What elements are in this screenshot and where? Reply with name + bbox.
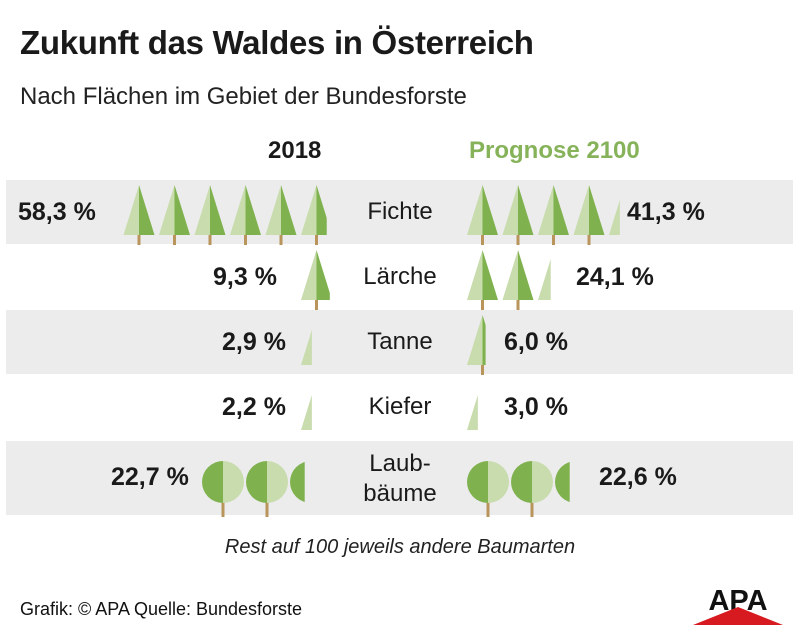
icon-2018-laubbäume-2 — [246, 461, 288, 517]
value-2018-laerche: 9,3 % — [213, 263, 277, 291]
page-subtitle: Nach Flächen im Gebiet der Bundesforste — [20, 83, 467, 110]
icon-2100-fichte-5 — [609, 199, 620, 235]
icon-2018-fichte-2 — [159, 185, 190, 245]
icon-2100-kiefer-1 — [467, 394, 478, 430]
icon-2100-fichte-1 — [467, 185, 498, 245]
row-background-laubbaeume — [6, 441, 793, 515]
icon-2100-laubbäume-2 — [511, 461, 553, 517]
icon-2018-fichte-4 — [230, 185, 261, 245]
value-2100-kiefer: 3,0 % — [504, 393, 568, 421]
page-title: Zukunft das Waldes in Österreich — [20, 24, 534, 61]
icon-2100-fichte-4 — [573, 185, 605, 245]
icon-2100-lärche-1 — [467, 250, 498, 310]
source-credit: Grafik: © APA Quelle: Bundesforste — [20, 599, 303, 619]
icon-2100-fichte-2 — [502, 185, 534, 245]
value-2018-fichte: 58,3 % — [18, 198, 96, 226]
icon-2018-kiefer-1 — [301, 394, 312, 430]
value-2100-tanne: 6,0 % — [504, 328, 568, 356]
species-label-fichte: Fichte — [367, 198, 433, 225]
row-background-tanne — [6, 310, 793, 374]
value-2018-tanne: 2,9 % — [222, 328, 286, 356]
icon-2100-fichte-3 — [538, 185, 569, 245]
icon-2100-lärche-2 — [502, 250, 534, 310]
column-header-2100: Prognose 2100 — [469, 137, 640, 164]
species-label-tanne: Tanne — [367, 328, 433, 355]
icon-2018-lärche-1 — [301, 250, 330, 310]
icon-2018-laubbäume-3 — [290, 462, 305, 502]
icon-2100-tanne-1 — [467, 315, 486, 375]
column-header-2018: 2018 — [268, 137, 322, 164]
value-2100-laubbaeume: 22,6 % — [599, 463, 677, 491]
icon-2018-tanne-1 — [301, 329, 312, 365]
value-2100-laerche: 24,1 % — [576, 263, 654, 291]
species-label-kiefer: Kiefer — [368, 393, 432, 420]
icon-2018-fichte-1 — [123, 185, 155, 245]
icon-2018-laubbäume-1 — [202, 461, 244, 517]
apa-logo-triangle — [693, 607, 783, 625]
icon-2100-lärche-3 — [538, 258, 551, 300]
value-2018-kiefer: 2,2 % — [222, 393, 286, 421]
icon-2100-laubbäume-3 — [555, 462, 570, 502]
icon-2018-fichte-6 — [301, 185, 327, 245]
icon-2018-fichte-5 — [265, 185, 297, 245]
apa-logo: APA — [693, 585, 783, 630]
icon-2100-laubbäume-1 — [467, 461, 509, 517]
icon-2018-fichte-3 — [194, 185, 226, 245]
value-2018-laubbaeume: 22,7 % — [111, 463, 189, 491]
footnote: Rest auf 100 jeweils andere Baumarten — [224, 536, 576, 558]
species-label-laubbaeume: Laub- bäume — [363, 450, 437, 507]
species-label-laerche: Lärche — [363, 263, 437, 290]
value-2100-fichte: 41,3 % — [627, 198, 705, 226]
